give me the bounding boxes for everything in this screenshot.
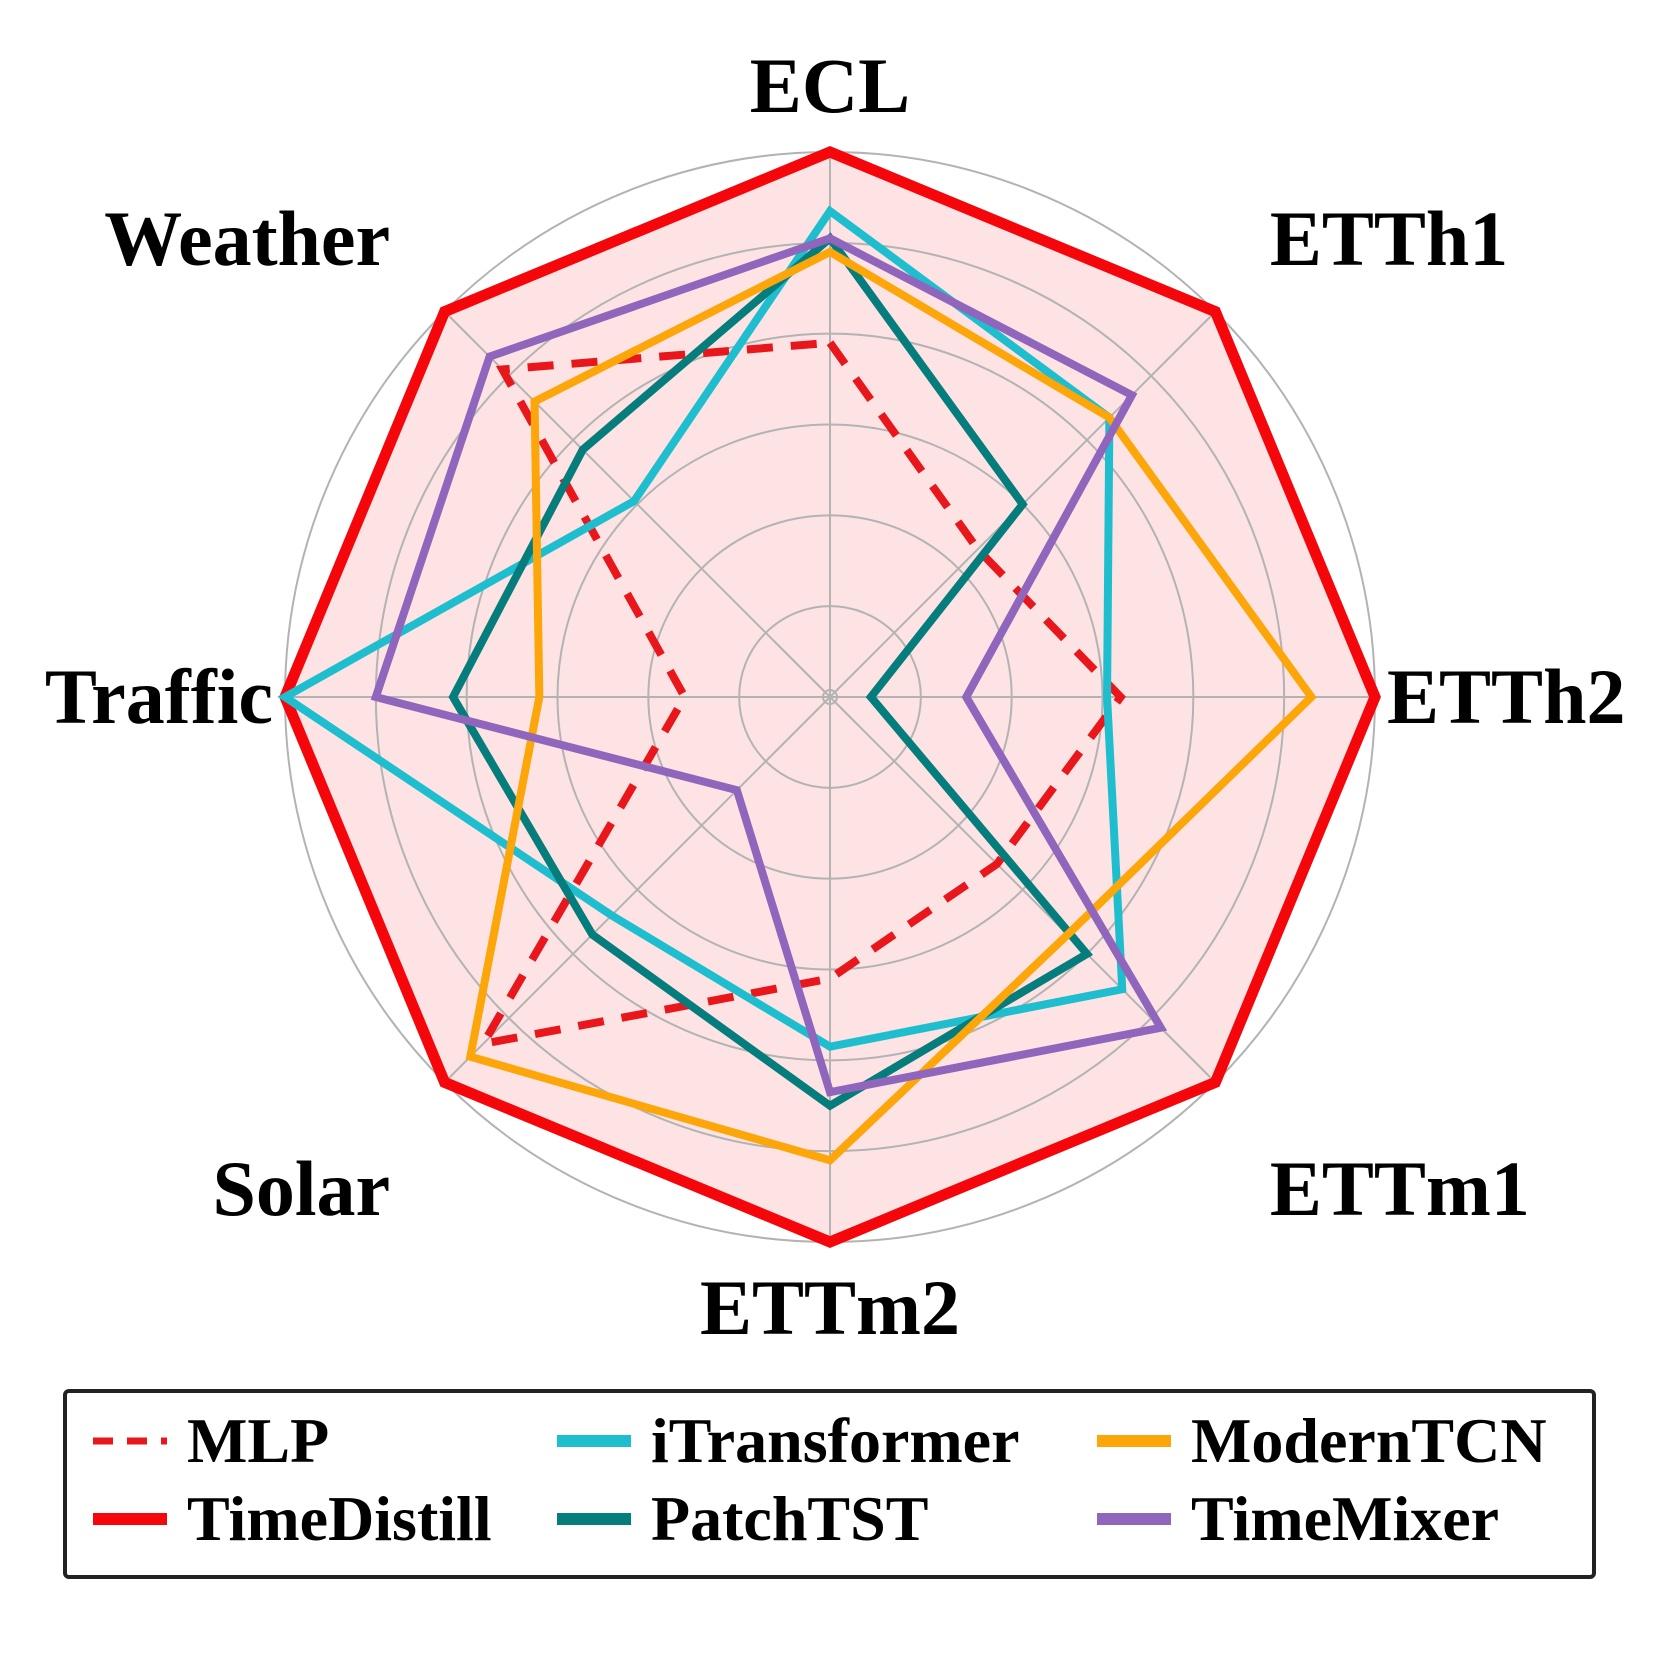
legend-swatch-moderntcn: [1097, 1435, 1171, 1447]
legend-swatch-patchtst: [557, 1513, 631, 1525]
legend-item-moderntcn: ModernTCN: [1097, 1405, 1547, 1476]
legend-swatch-timemixer: [1097, 1513, 1171, 1525]
legend-item-itransformer: iTransformer: [557, 1405, 1019, 1476]
axis-label-etth1: ETTh1: [1270, 195, 1508, 282]
axis-label-ecl: ECL: [750, 42, 910, 129]
series-line-timemixer: [370, 233, 1168, 1097]
radar-chart: ECL ETTh1 ETTh2 ETTm1 ETTm2 Solar Traffic Weath…: [45, 42, 1626, 1351]
axis-label-ettm1: ETTm1: [1270, 1145, 1530, 1232]
legend-label-timedistill: TimeDistill: [187, 1483, 492, 1554]
legend-label-itransformer: iTransformer: [651, 1405, 1020, 1476]
series-line-timedistill: [279, 146, 1381, 1248]
legend-swatch-timedistill: [93, 1513, 167, 1525]
axis-label-solar: Solar: [213, 1145, 391, 1232]
axis-label-layer: ECL ETTh1 ETTh2 ETTm1 ETTm2 Solar Traffic Weath…: [45, 42, 1626, 1351]
legend-label-moderntcn: ModernTCN: [1191, 1405, 1547, 1476]
axis-spoke-solar: [443, 696, 831, 1084]
legend-item-timemixer: TimeMixer: [1097, 1483, 1499, 1554]
axis-label-traffic: Traffic: [45, 653, 273, 740]
series-line-moderntcn: [465, 247, 1317, 1165]
legend-item-timedistill: TimeDistill: [93, 1483, 492, 1554]
legend-label-patchtst: PatchTST: [651, 1483, 929, 1554]
axis-label-etth2: ETTh2: [1387, 653, 1625, 740]
axis-label-ettm2: ETTm2: [700, 1264, 960, 1351]
series-layer: [277, 146, 1381, 1248]
legend-swatch-mlp: [93, 1435, 167, 1447]
legend-swatch-itransformer: [557, 1435, 631, 1447]
axis-label-weather: Weather: [104, 195, 390, 282]
legend-item-mlp: MLP: [93, 1405, 329, 1476]
legend-item-patchtst: PatchTST: [557, 1483, 928, 1554]
legend-label-mlp: MLP: [187, 1405, 330, 1476]
legend: MLP iTransformer ModernTCN TimeDistill P…: [63, 1389, 1596, 1579]
legend-label-timemixer: TimeMixer: [1191, 1483, 1500, 1554]
